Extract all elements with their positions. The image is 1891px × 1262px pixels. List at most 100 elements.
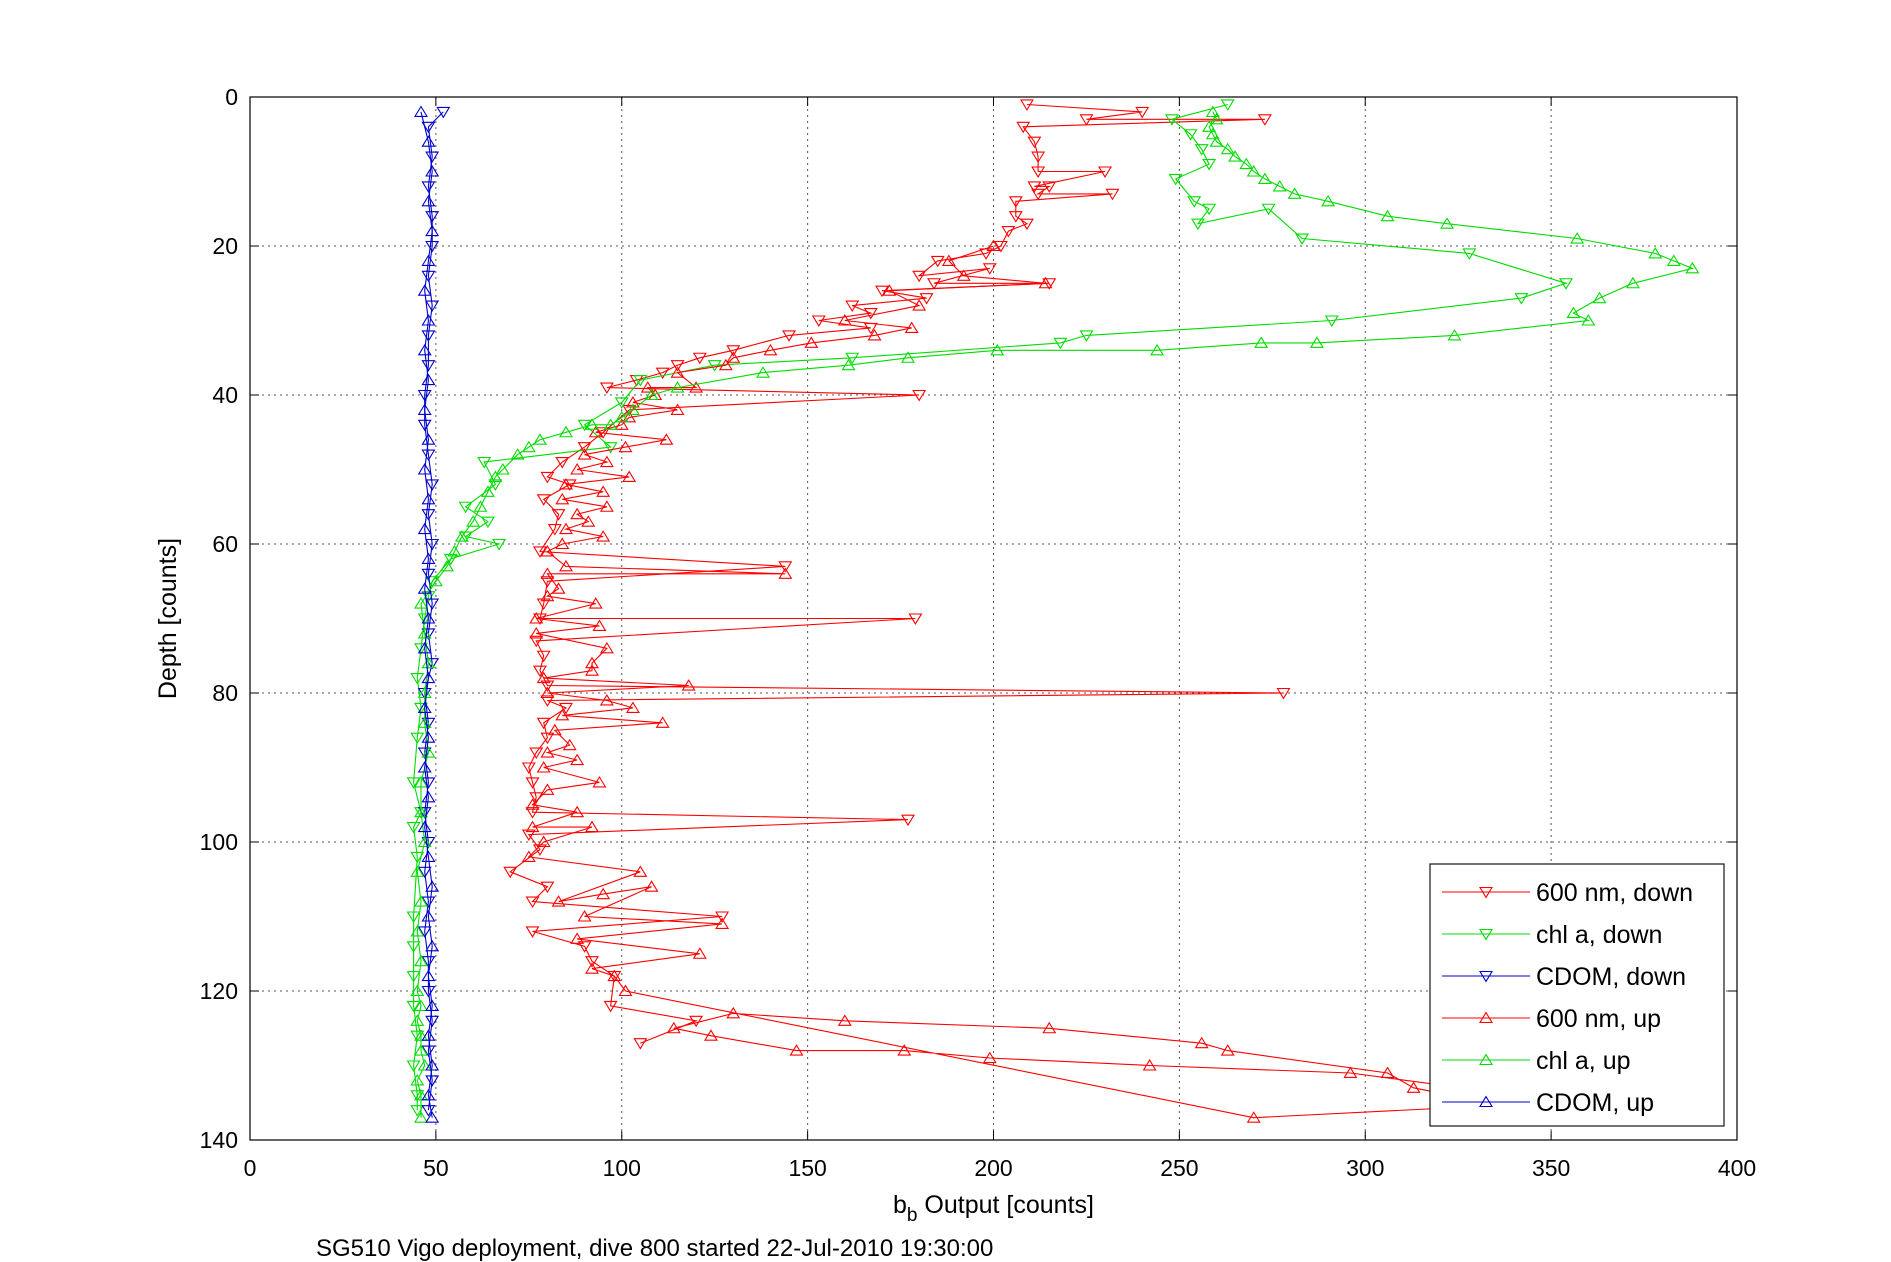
data-point (425, 211, 440, 223)
data-point (622, 410, 637, 423)
data-point (540, 686, 555, 699)
data-point (1079, 114, 1094, 126)
data-point (425, 1075, 440, 1087)
data-point (425, 658, 440, 670)
data-point (1462, 248, 1477, 260)
data-point (551, 582, 566, 594)
data-point (421, 373, 436, 386)
data-point (1566, 306, 1581, 319)
data-point (622, 470, 637, 483)
legend-label: CDOM, up (1536, 1089, 1654, 1117)
data-point (901, 814, 915, 827)
data-point (559, 559, 573, 572)
data-point (421, 254, 436, 266)
data-point (447, 544, 462, 557)
data-point (547, 524, 562, 536)
data-point (495, 463, 510, 475)
data-point (718, 358, 733, 371)
data-point (592, 619, 607, 632)
data-point (417, 807, 432, 819)
data-point (804, 336, 819, 348)
legend-item: 600 nm, down (1442, 879, 1693, 907)
data-point (473, 500, 488, 512)
legend-label: chl a, down (1536, 921, 1662, 949)
data-point (417, 284, 432, 296)
data-point (789, 1044, 804, 1056)
data-point (614, 410, 629, 423)
data-point (421, 790, 436, 803)
data-point (421, 656, 436, 669)
data-point (406, 941, 421, 953)
data-point (837, 1014, 852, 1026)
data-point (625, 395, 640, 408)
data-point (692, 352, 707, 365)
data-point (1202, 120, 1217, 132)
data-point (421, 181, 436, 193)
data-point (551, 895, 566, 907)
data-point (599, 641, 614, 654)
data-point (901, 351, 915, 363)
data-point (707, 360, 722, 372)
data-point (421, 552, 436, 564)
data-point (421, 717, 436, 730)
data-point (536, 717, 551, 730)
data-point (596, 485, 611, 497)
data-point (1098, 166, 1113, 178)
data-point (559, 522, 573, 535)
data-point (425, 240, 440, 253)
data-point (1220, 142, 1235, 155)
series-chl-a-up (410, 105, 1700, 1123)
data-point (882, 284, 897, 296)
data-point (532, 546, 547, 558)
data-point (1570, 232, 1585, 244)
legend-marker (1479, 928, 1493, 941)
data-point (655, 367, 670, 380)
data-point (555, 456, 570, 469)
data-point (536, 761, 551, 773)
data-point (1042, 1021, 1057, 1034)
legend-label: 600 nm, up (1536, 1005, 1661, 1033)
data-point (421, 956, 436, 968)
data-point (577, 419, 592, 432)
data-point (540, 567, 555, 579)
x-tick-label: 400 (1718, 1155, 1756, 1181)
data-point (1625, 276, 1640, 289)
data-point (811, 315, 826, 327)
data-point (681, 679, 696, 691)
data-point (1031, 188, 1046, 201)
data-point (633, 375, 648, 387)
data-point (555, 492, 570, 505)
data-point (778, 561, 793, 573)
legend: 600 nm, down chl a, down CDOM, down 600 nm,… (1429, 863, 1725, 1127)
x-tick-label: 150 (788, 1155, 826, 1181)
data-point (421, 969, 436, 982)
data-point (425, 999, 440, 1011)
data-point (410, 732, 425, 745)
data-point (559, 425, 573, 438)
data-point (1027, 136, 1042, 149)
data-point (466, 515, 481, 527)
data-point (904, 321, 919, 334)
data-point (867, 328, 882, 341)
legend-item: chl a, up (1442, 1047, 1631, 1075)
data-point (1194, 1036, 1209, 1049)
data-point (529, 612, 544, 624)
data-point (414, 1111, 428, 1123)
data-point (863, 307, 878, 320)
data-point (689, 381, 704, 393)
data-point (1440, 217, 1455, 229)
data-point (588, 425, 603, 438)
data-point (414, 597, 428, 609)
data-point (577, 941, 592, 953)
x-tick-label: 350 (1532, 1155, 1570, 1181)
data-point (585, 664, 599, 676)
data-point (585, 656, 599, 669)
data-point (562, 738, 577, 751)
data-point (477, 456, 492, 469)
data-point (421, 1029, 436, 1041)
data-point (993, 240, 1008, 253)
data-point (536, 650, 551, 663)
data-point (1205, 105, 1220, 117)
data-point (618, 984, 633, 997)
